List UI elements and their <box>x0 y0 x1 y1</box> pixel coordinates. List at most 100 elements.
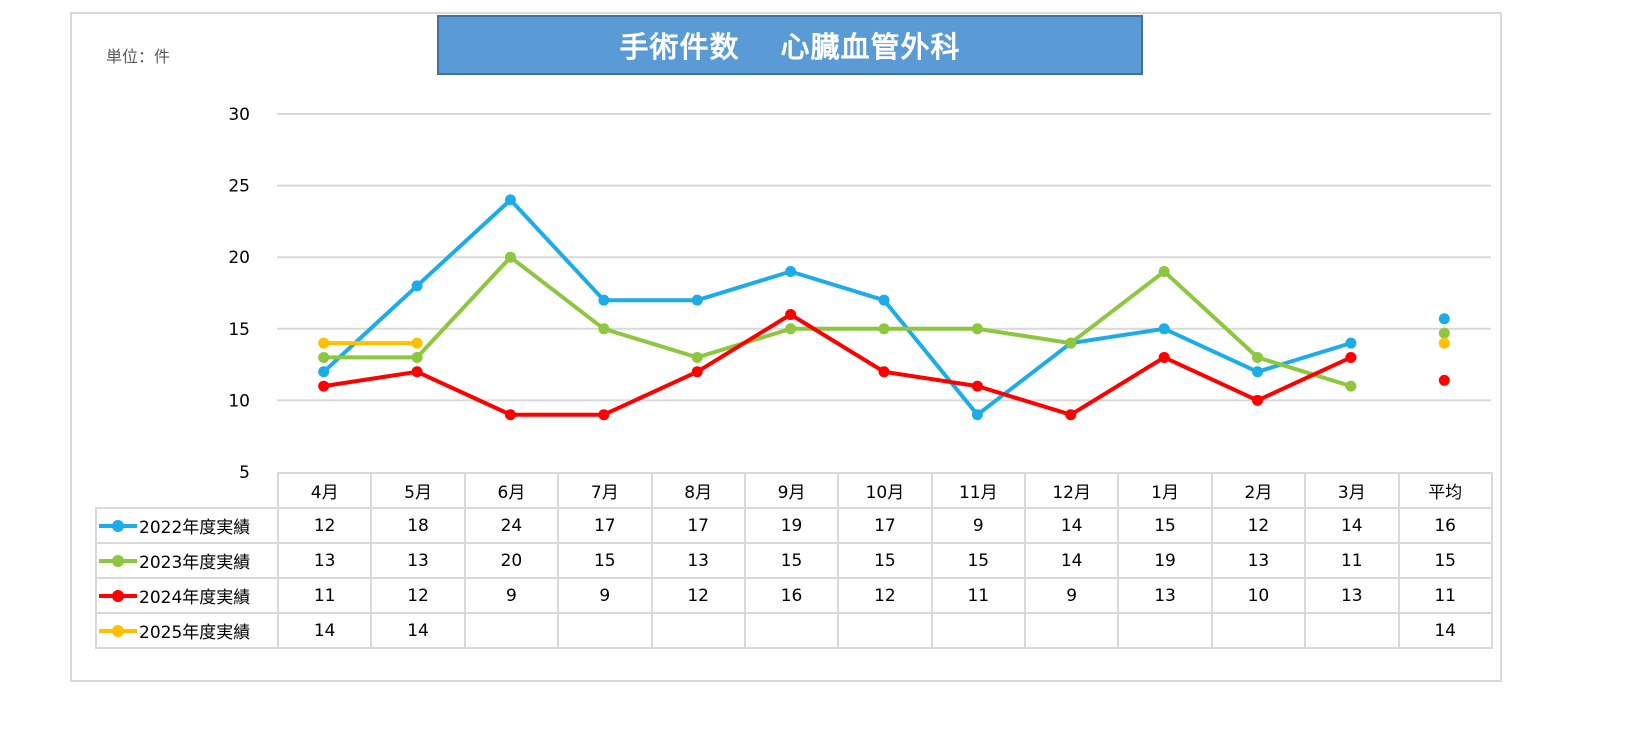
category-label: 11月 <box>930 472 1027 509</box>
legend-entry: 2025年度実績 <box>95 612 279 649</box>
category-label: 6月 <box>463 472 560 509</box>
y-tick-label: 15 <box>228 320 250 340</box>
data-point <box>691 366 703 378</box>
table-cell <box>1304 612 1400 649</box>
table-cell: 9 <box>1023 577 1120 614</box>
category-label: 5月 <box>370 472 466 509</box>
table-cell: 20 <box>463 542 560 579</box>
data-point <box>1345 337 1357 349</box>
table-cell: 15 <box>1117 507 1213 544</box>
table-cell <box>743 612 840 649</box>
table-cell: 15 <box>557 542 653 579</box>
table-cell: 15 <box>837 542 933 579</box>
table-cell: 19 <box>743 507 840 544</box>
legend-line-marker <box>99 624 137 638</box>
data-point <box>971 380 983 392</box>
legend-dot <box>112 624 124 637</box>
category-label: 9月 <box>743 472 840 509</box>
table-cell: 11 <box>276 577 373 614</box>
data-point <box>1065 337 1077 349</box>
table-cell: 14 <box>1023 542 1120 579</box>
series-4 <box>318 337 1450 349</box>
chart-title-box: 手術件数 心臓血管外科 <box>437 15 1143 75</box>
series-3 <box>318 308 1450 421</box>
series-line <box>321 197 1353 417</box>
table-cell <box>930 612 1027 649</box>
table-row: 2023年度実績 13 13 20 15 13 15 15 15 14 19 13 11 15 <box>95 542 1493 579</box>
table-cell: 11 <box>930 577 1027 614</box>
table-cell: 16 <box>743 577 840 614</box>
data-point <box>411 351 423 363</box>
data-point <box>504 194 516 206</box>
data-point <box>598 323 610 335</box>
data-table: 4月 5月 6月 7月 8月 9月 10月 11月 12月 1月 2月 3月 平均 2022年度実績 12… <box>95 472 1493 649</box>
table-cell <box>1117 612 1213 649</box>
table-cell <box>650 612 746 649</box>
table-cell: 12 <box>1210 507 1307 544</box>
table-cell: 13 <box>1304 577 1400 614</box>
y-tick-label: 10 <box>228 391 250 411</box>
table-cell: 14 <box>1304 507 1400 544</box>
y-tick-label: 20 <box>228 248 250 268</box>
table-cell: 12 <box>837 577 933 614</box>
legend-dot <box>112 554 124 567</box>
series-name: 2023年度実績 <box>139 553 251 573</box>
legend-line-marker <box>99 589 137 603</box>
data-point <box>318 351 330 363</box>
data-point <box>1252 366 1264 378</box>
legend-entry: 2023年度実績 <box>95 542 279 579</box>
y-tick-label: 25 <box>228 177 250 197</box>
category-label: 3月 <box>1304 472 1400 509</box>
table-cell: 17 <box>650 507 746 544</box>
data-point <box>1345 351 1357 363</box>
average-point <box>1438 374 1450 386</box>
table-cell <box>1210 612 1307 649</box>
y-tick-label: 30 <box>228 105 250 125</box>
table-cell: 17 <box>557 507 653 544</box>
data-point <box>1158 323 1170 335</box>
table-corner <box>96 473 279 509</box>
data-point <box>318 337 330 349</box>
data-point <box>1158 351 1170 363</box>
table-cell: 14 <box>1397 612 1493 649</box>
series-name: 2022年度実績 <box>139 518 251 538</box>
data-point <box>691 294 703 306</box>
series-line <box>321 312 1353 417</box>
legend-line-marker <box>99 519 137 533</box>
data-point <box>504 409 516 421</box>
category-label: 4月 <box>276 472 373 509</box>
category-label: 12月 <box>1023 472 1120 509</box>
average-point <box>1438 313 1450 325</box>
series-2 <box>318 251 1450 392</box>
table-cell: 12 <box>276 507 373 544</box>
data-point <box>1345 380 1357 392</box>
table-body: 2022年度実績 12 18 24 17 17 19 17 9 14 15 12 14 16 2023年度実… <box>95 507 1493 649</box>
table-cell: 13 <box>1210 542 1307 579</box>
table-row: 2025年度実績 14 14 14 <box>95 612 1493 649</box>
table-cell: 15 <box>930 542 1027 579</box>
data-point <box>318 380 330 392</box>
average-point <box>1438 327 1450 339</box>
data-point <box>411 280 423 292</box>
table-header-row: 4月 5月 6月 7月 8月 9月 10月 11月 12月 1月 2月 3月 平均 <box>96 472 1493 509</box>
category-label: 2月 <box>1210 472 1307 509</box>
table-cell: 9 <box>557 577 653 614</box>
table-cell: 11 <box>1397 577 1493 614</box>
data-point <box>1158 266 1170 278</box>
legend-dot <box>112 589 124 602</box>
table-cell: 12 <box>370 577 466 614</box>
category-label: 7月 <box>557 472 653 509</box>
table-cell <box>1023 612 1120 649</box>
data-point <box>1065 409 1077 421</box>
table-cell: 15 <box>1397 542 1493 579</box>
table-cell: 9 <box>930 507 1027 544</box>
data-point <box>411 366 423 378</box>
data-point <box>878 366 890 378</box>
series-name: 2025年度実績 <box>139 623 251 643</box>
data-point <box>971 409 983 421</box>
data-point <box>785 323 797 335</box>
unit-label: 単位：件 <box>106 47 171 66</box>
series-name: 2024年度実績 <box>139 588 251 608</box>
legend-dot <box>112 519 124 532</box>
